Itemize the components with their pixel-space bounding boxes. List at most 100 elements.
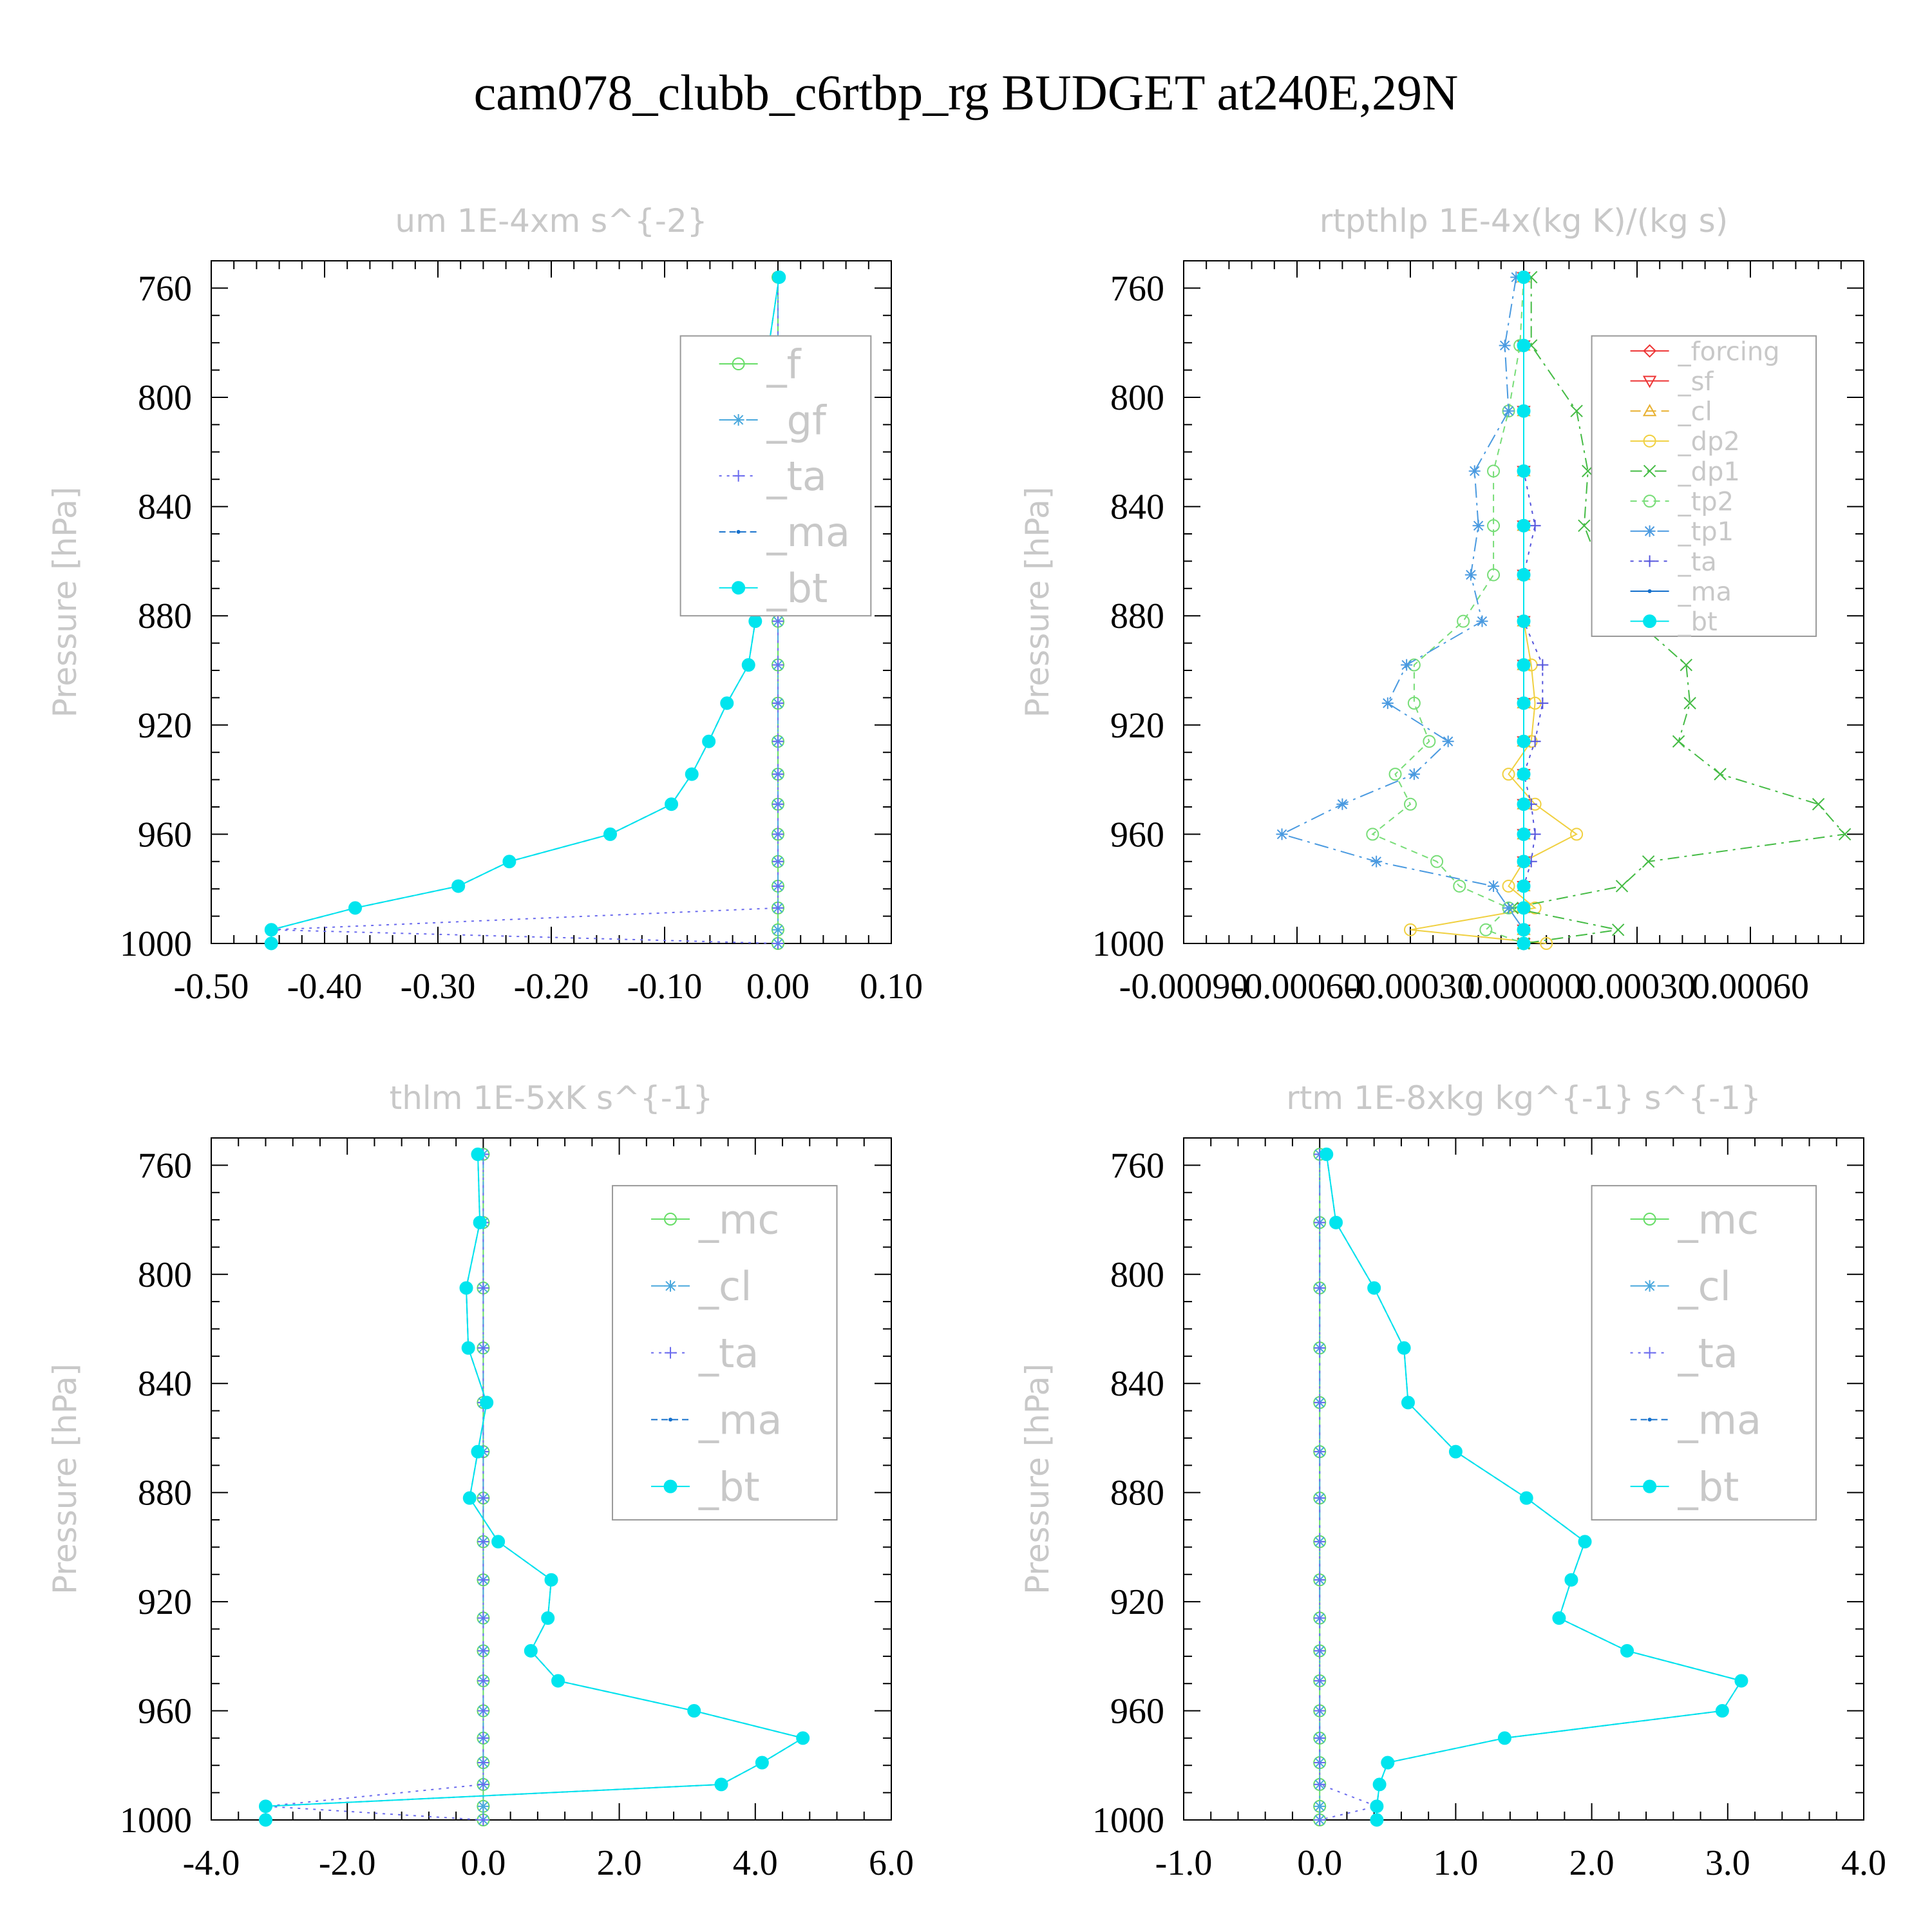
data-point	[720, 696, 734, 710]
data-point	[1472, 520, 1484, 532]
data-point	[772, 270, 786, 284]
data-point	[1336, 798, 1349, 810]
series-line	[265, 1154, 805, 1820]
data-point	[1314, 1217, 1326, 1229]
legend-box	[679, 335, 872, 617]
legend-label: _bt	[766, 565, 828, 612]
y-tick-label: 920	[138, 706, 192, 746]
data-point	[462, 1491, 477, 1505]
series-bt	[1320, 1147, 1748, 1827]
panel-title: rtpthlp 1E-4x(kg K)/(kg s)	[1320, 202, 1728, 240]
data-point	[1381, 1756, 1395, 1770]
data-point	[1570, 828, 1584, 841]
data-point	[1502, 902, 1515, 914]
y-tick-label: 760	[138, 269, 192, 308]
data-point	[459, 1281, 473, 1295]
data-point	[772, 798, 784, 810]
data-point	[477, 1492, 489, 1504]
x-tick-label: -0.20	[514, 967, 589, 1007]
data-point	[473, 1215, 487, 1229]
data-point	[1468, 465, 1481, 477]
data-point	[772, 855, 784, 867]
data-point	[348, 901, 363, 915]
data-point	[1487, 464, 1501, 478]
x-tick-label: 0.0	[460, 1843, 506, 1883]
legend-marker	[1643, 344, 1657, 358]
legend-marker	[1643, 555, 1656, 567]
data-point	[1314, 1732, 1326, 1744]
data-point	[471, 1444, 485, 1459]
data-point	[1680, 658, 1692, 672]
data-point	[1497, 1731, 1511, 1745]
x-tick-label: -0.00030	[1346, 967, 1475, 1007]
x-tick-label: -0.00090	[1119, 967, 1249, 1007]
data-point	[702, 734, 716, 748]
data-point	[1408, 768, 1420, 781]
legend-label: _ma	[698, 1397, 782, 1444]
data-point	[1276, 828, 1288, 840]
legend: _mc _cl _ta _ma _bt	[1591, 1185, 1817, 1521]
legend-label: _dp1	[1678, 457, 1740, 487]
data-point	[1611, 923, 1625, 936]
data-point	[1812, 798, 1825, 811]
legend-label: _bt	[1678, 1463, 1739, 1510]
data-point	[1517, 464, 1531, 478]
data-point	[1517, 827, 1531, 841]
figure-title: cam078_clubb_c6rtbp_rg BUDGET at240E,29N	[474, 64, 1459, 120]
x-tick-label: -4.0	[183, 1843, 240, 1883]
data-point	[772, 880, 784, 892]
data-point	[1314, 1396, 1326, 1408]
legend-marker	[1647, 1417, 1652, 1422]
data-point	[1314, 1645, 1326, 1657]
data-point	[1487, 568, 1501, 582]
x-tick-label: -0.30	[401, 967, 476, 1007]
x-tick-label: -0.00060	[1233, 967, 1362, 1007]
y-tick-label: 840	[138, 1364, 192, 1404]
x-tick-label: 2.0	[597, 1843, 642, 1883]
legend-box	[1591, 335, 1817, 637]
x-tick-label: 6.0	[869, 1843, 914, 1883]
legend-label: _dp2	[1678, 427, 1740, 457]
panels: um 1E-4xm s^{-2} Pressure [hPa] 760 800 840 8…	[46, 202, 1886, 1883]
x-tick-label: -0.50	[174, 967, 249, 1007]
y-axis-label: Pressure [hPa]	[46, 487, 84, 718]
data-point	[1734, 1674, 1748, 1688]
data-point	[665, 797, 679, 811]
legend-label: _cl	[1678, 1263, 1731, 1310]
legend-marker	[1643, 1213, 1656, 1226]
panel-1: um 1E-4xm s^{-2} Pressure [hPa] 760 800 840 8…	[46, 202, 923, 1007]
series-line	[265, 1154, 484, 1821]
panel-3: thlm 1E-5xK s^{-1} Pressure [hPa] 760 800 84…	[46, 1079, 914, 1883]
y-tick-label: 1000	[1092, 1801, 1164, 1841]
legend-label: _f	[766, 341, 802, 388]
data-point	[1529, 735, 1541, 748]
legend: _f _gf _ta _ma _bt	[679, 335, 872, 617]
y-tick-label: 880	[1110, 596, 1164, 636]
x-tick-label: 0.00060	[1692, 967, 1809, 1007]
data-point	[1314, 1282, 1326, 1294]
data-point	[1517, 767, 1531, 781]
panel-title: um 1E-4xm s^{-2}	[395, 202, 707, 240]
data-point	[1407, 696, 1421, 710]
legend-marker	[732, 357, 745, 371]
data-point	[1570, 404, 1583, 417]
data-point	[772, 735, 784, 748]
data-point	[1476, 615, 1488, 627]
data-point	[1457, 614, 1470, 628]
data-point	[1517, 696, 1531, 710]
legend-label: _ta	[1678, 1330, 1738, 1377]
y-tick-label: 880	[1110, 1473, 1164, 1513]
data-point	[1314, 1612, 1326, 1624]
data-point	[1404, 923, 1417, 936]
x-tick-label: -2.0	[319, 1843, 376, 1883]
data-point	[1370, 1813, 1384, 1827]
y-tick-label: 920	[1110, 706, 1164, 746]
panel-title: thlm 1E-5xK s^{-1}	[390, 1079, 714, 1117]
legend-label: _ma	[766, 509, 850, 556]
x-tick-label: -1.0	[1155, 1843, 1213, 1883]
y-tick-label: 800	[138, 378, 192, 418]
series-ta	[260, 1148, 489, 1826]
x-tick-label: -0.10	[627, 967, 703, 1007]
data-point	[1529, 828, 1541, 840]
data-point	[1314, 1492, 1326, 1504]
